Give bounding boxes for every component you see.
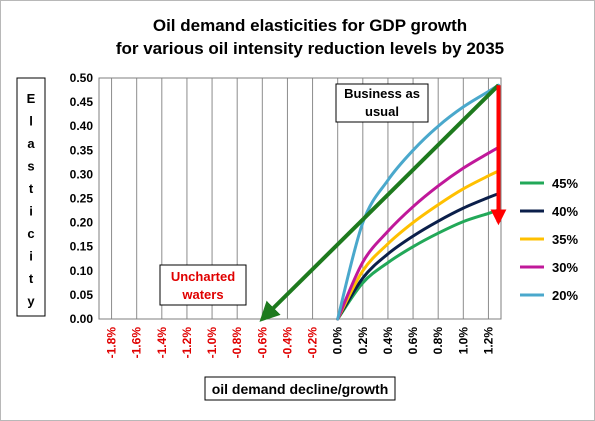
y-axis-label-letter-2: a	[27, 136, 35, 151]
y-tick-label-9: 0.45	[70, 95, 94, 109]
y-tick-label-4: 0.20	[70, 216, 94, 230]
business-as-usual-box	[335, 83, 429, 123]
x-tick-label-13: 0.8%	[431, 327, 445, 355]
x-tick-label-2: -1.4%	[155, 327, 169, 359]
legend-label-35%: 35%	[552, 232, 578, 247]
x-tick-label-4: -1.0%	[205, 327, 219, 359]
uncharted-waters-line-2: waters	[181, 287, 223, 302]
series-lines	[336, 83, 500, 321]
y-axis-label-letter-9: y	[27, 294, 35, 309]
legend: 45% 40% 35% 30% 20%	[520, 176, 578, 303]
x-tick-label-14: 1.0%	[456, 327, 470, 355]
x-tick-label-7: -0.4%	[280, 327, 294, 359]
series-line-30%	[336, 145, 500, 321]
plot-area	[98, 77, 502, 320]
legend-label-20%: 20%	[552, 288, 578, 303]
x-axis-ticks: -1.8% -1.6% -1.4% -1.2% -1.0% -0.8% -0.6% -0.4%…	[105, 327, 496, 359]
legend-label-45%: 45%	[552, 176, 578, 191]
y-tick-label-1: 0.05	[70, 288, 94, 302]
chart-title-line-2: for various oil intensity reduction leve…	[116, 39, 504, 58]
x-tick-label-9: 0.0%	[331, 327, 345, 355]
y-tick-label-10: 0.50	[70, 71, 94, 85]
x-tick-label-10: 0.2%	[356, 327, 370, 355]
x-tick-label-1: -1.6%	[130, 327, 144, 359]
y-tick-label-0: 0.00	[70, 312, 94, 326]
y-axis-label-letter-4: t	[29, 181, 34, 196]
y-tick-label-8: 0.40	[70, 119, 94, 133]
y-axis-label-letter-0: E	[27, 91, 36, 106]
uncharted-waters-box	[159, 264, 247, 306]
business-as-usual-line-2: usual	[365, 104, 399, 119]
y-axis-label-box	[16, 77, 46, 317]
y-axis-label-letter-8: t	[29, 271, 34, 286]
trend-arrow	[259, 83, 500, 322]
y-axis-label-letter-7: i	[29, 249, 33, 264]
y-tick-label-7: 0.35	[70, 143, 94, 157]
series-line-20%	[336, 83, 500, 321]
x-axis-label-box	[204, 376, 396, 401]
chart-title-line-1: Oil demand elasticities for GDP growth	[153, 16, 467, 35]
annotation-arrows	[259, 83, 507, 322]
y-axis-label-letter-3: s	[27, 159, 34, 174]
legend-label-30%: 30%	[552, 260, 578, 275]
legend-label-40%: 40%	[552, 204, 578, 219]
x-tick-label-0: -1.8%	[105, 327, 119, 359]
x-axis-label: oil demand decline/growth	[212, 381, 389, 397]
y-tick-label-5: 0.25	[70, 192, 94, 206]
x-tick-label-3: -1.2%	[180, 327, 194, 359]
y-tick-label-3: 0.15	[70, 240, 94, 254]
x-tick-label-5: -0.8%	[230, 327, 244, 359]
y-tick-label-6: 0.30	[70, 167, 94, 181]
x-tick-label-12: 0.6%	[406, 327, 420, 355]
x-tick-label-11: 0.4%	[381, 327, 395, 355]
business-as-usual-line-1: Business as	[344, 86, 420, 101]
series-line-45%	[336, 208, 500, 321]
series-line-35%	[336, 169, 500, 321]
x-tick-label-8: -0.2%	[306, 327, 320, 359]
x-tick-label-15: 1.2%	[481, 327, 495, 355]
y-axis-label-letter-5: i	[29, 204, 33, 219]
y-axis-label-letter-6: c	[27, 226, 34, 241]
y-axis-label-letter-1: l	[29, 114, 33, 129]
series-line-40%	[336, 192, 500, 321]
y-axis-ticks: 0.00 0.05 0.10 0.15 0.20 0.25 0.30 0.35 0.40 0.45…	[70, 71, 94, 326]
uncharted-waters-line-1: Uncharted	[171, 269, 235, 284]
y-tick-label-2: 0.10	[70, 264, 94, 278]
x-tick-label-6: -0.6%	[255, 327, 269, 359]
